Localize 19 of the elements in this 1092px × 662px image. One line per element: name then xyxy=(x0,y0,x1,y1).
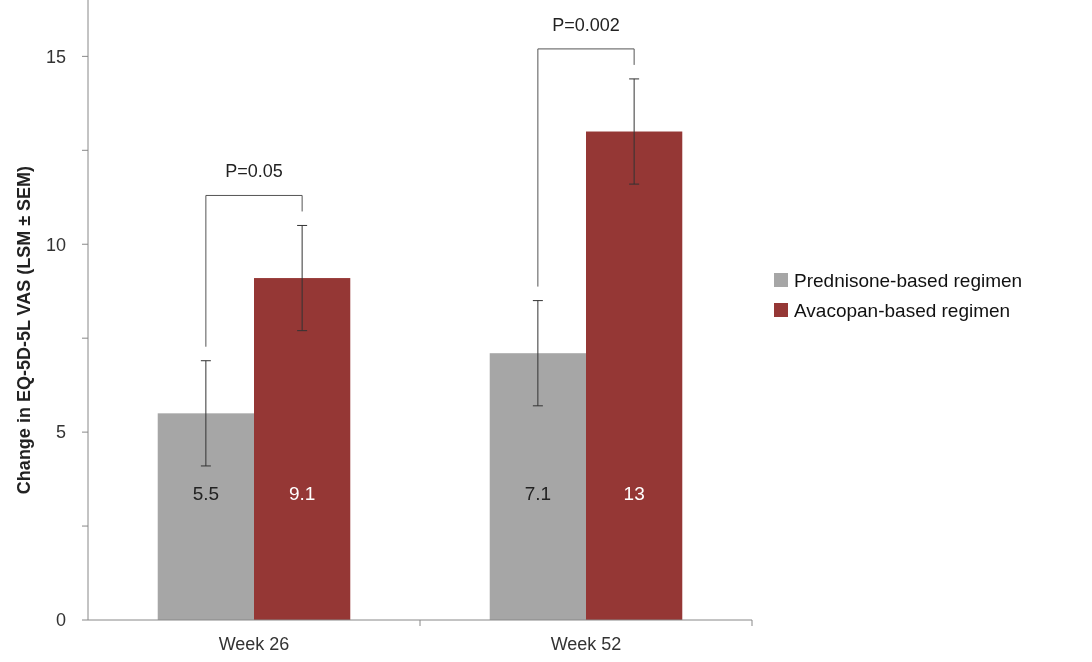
y-tick-label: 10 xyxy=(45,234,66,255)
x-tick-label: Week 52 xyxy=(550,634,622,654)
annotation: P=0.05 xyxy=(225,161,283,182)
legend-label: Prednisone-based regimen xyxy=(794,269,1023,291)
bar xyxy=(254,278,351,620)
y-tick-label: 15 xyxy=(45,46,66,67)
bar xyxy=(586,131,683,620)
data-label: 7.1 xyxy=(524,483,552,504)
annotation: P=0.002 xyxy=(552,14,620,35)
y-tick-label: 0 xyxy=(55,610,66,631)
data-label: 9.1 xyxy=(288,483,316,504)
data-label: 5.5 xyxy=(192,483,220,504)
data-label: 13 xyxy=(623,483,645,504)
y-tick-label: 5 xyxy=(55,422,66,443)
y-axis-title: Change in EQ-5D-5L VAS (LSM ± SEM) xyxy=(14,165,34,495)
legend-label: Avacopan-based regimen xyxy=(794,299,1011,321)
bar xyxy=(157,413,254,620)
x-tick-label: Week 26 xyxy=(218,634,290,654)
bar xyxy=(489,353,586,620)
